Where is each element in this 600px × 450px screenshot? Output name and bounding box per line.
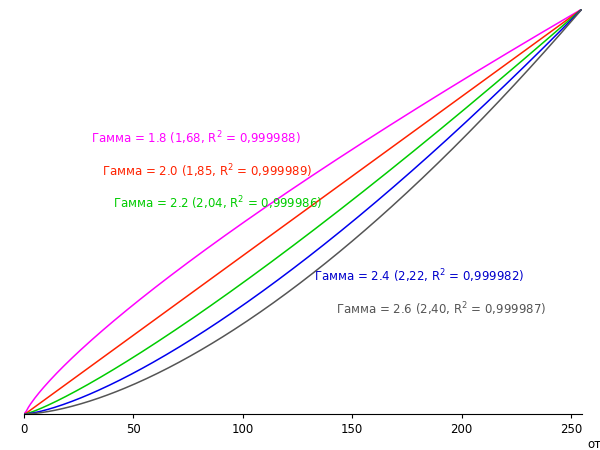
Text: Гамма = 1.8 (1,68, R$^{2}$ = 0,999988): Гамма = 1.8 (1,68, R$^{2}$ = 0,999988) <box>91 130 301 148</box>
Text: Гамма = 2.4 (2,22, R$^{2}$ = 0,999982): Гамма = 2.4 (2,22, R$^{2}$ = 0,999982) <box>314 267 524 285</box>
Text: Гамма = 2.2 (2,04, R$^{2}$ = 0,999986): Гамма = 2.2 (2,04, R$^{2}$ = 0,999986) <box>113 194 323 212</box>
Text: Гамма = 2.6 (2,40, R$^{2}$ = 0,999987): Гамма = 2.6 (2,40, R$^{2}$ = 0,999987) <box>337 300 547 318</box>
Text: Гамма = 2.0 (1,85, R$^{2}$ = 0,999989): Гамма = 2.0 (1,85, R$^{2}$ = 0,999989) <box>102 162 312 180</box>
Text: оттенок: оттенок <box>587 438 600 450</box>
